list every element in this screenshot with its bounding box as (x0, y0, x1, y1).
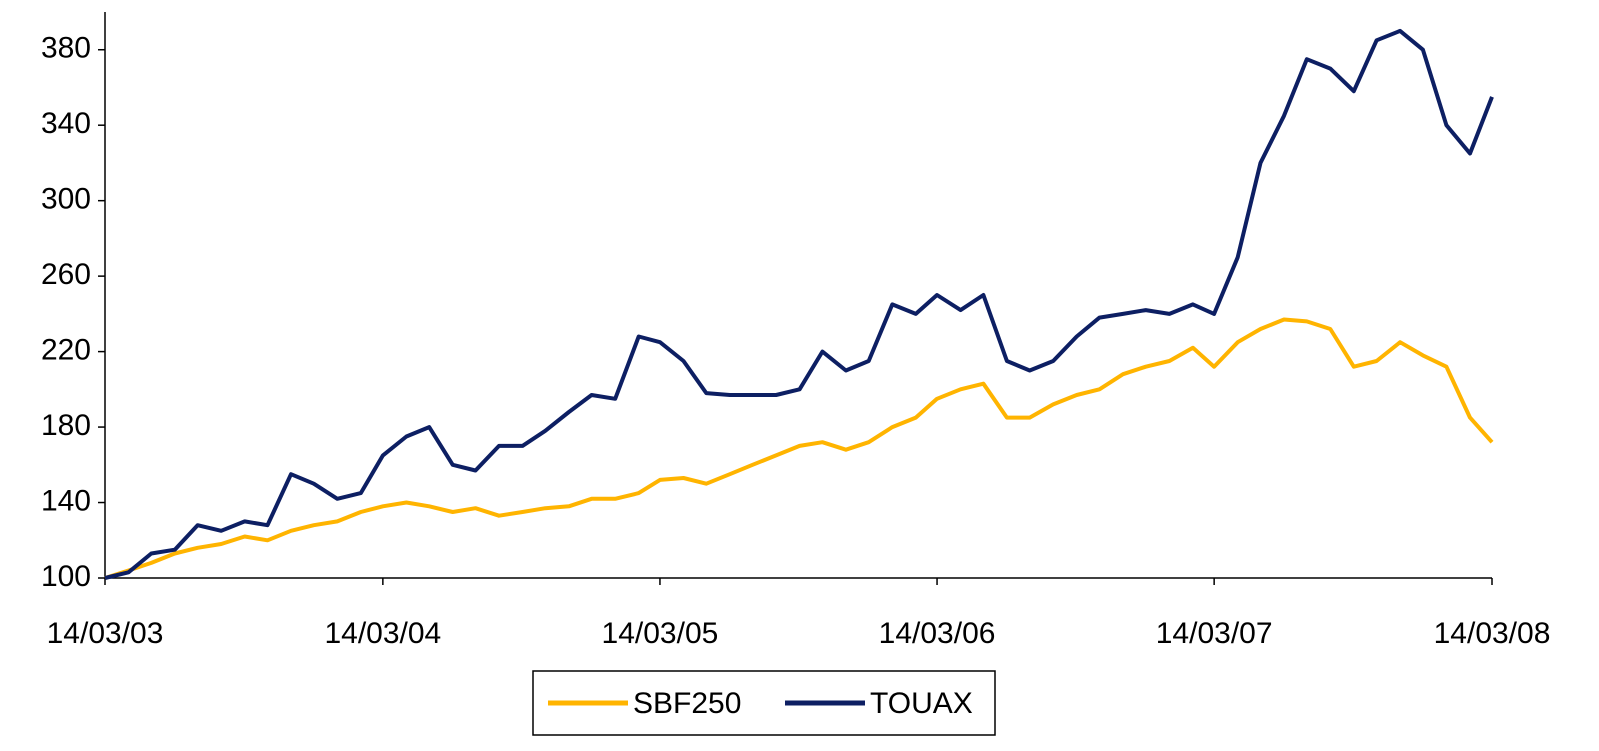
y-tick-label: 140 (41, 484, 91, 517)
x-tick-label: 14/03/04 (324, 617, 441, 650)
x-tick-label: 14/03/07 (1156, 617, 1273, 650)
x-tick-label: 14/03/08 (1434, 617, 1551, 650)
x-tick-label: 14/03/06 (879, 617, 996, 650)
series-line (104, 28, 1494, 580)
y-tick-label: 180 (41, 409, 91, 442)
legend-label: SBF250 (633, 687, 741, 720)
y-tick-label: 340 (41, 107, 91, 140)
y-tick-label: 300 (41, 183, 91, 216)
y-tick-label: 260 (41, 258, 91, 291)
y-tick-label: 380 (41, 32, 91, 65)
y-tick-label: 220 (41, 334, 91, 367)
legend-label: TOUAX (870, 687, 973, 720)
x-tick-label: 14/03/05 (602, 617, 719, 650)
y-tick-label: 100 (41, 560, 91, 593)
series-line (104, 317, 1494, 580)
x-tick-label: 14/03/03 (47, 617, 164, 650)
